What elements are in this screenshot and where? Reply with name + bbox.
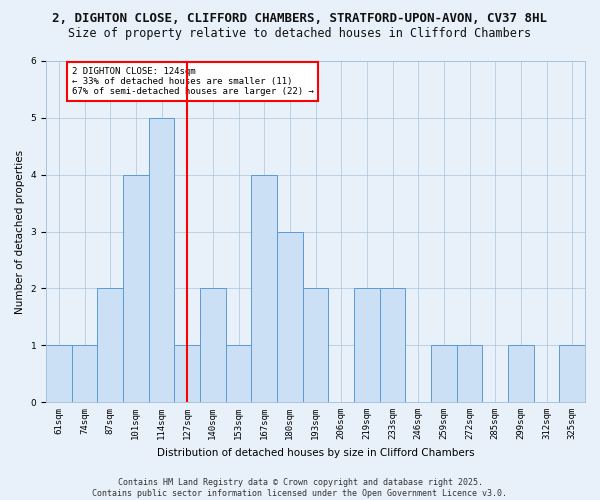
- Bar: [71, 345, 97, 402]
- Bar: [97, 288, 123, 402]
- Bar: [226, 345, 251, 402]
- Bar: [277, 232, 302, 402]
- Text: Size of property relative to detached houses in Clifford Chambers: Size of property relative to detached ho…: [68, 28, 532, 40]
- Text: 2, DIGHTON CLOSE, CLIFFORD CHAMBERS, STRATFORD-UPON-AVON, CV37 8HL: 2, DIGHTON CLOSE, CLIFFORD CHAMBERS, STR…: [53, 12, 548, 26]
- Bar: [354, 288, 380, 402]
- Bar: [123, 174, 149, 402]
- Bar: [251, 174, 277, 402]
- Bar: [508, 345, 533, 402]
- Bar: [380, 288, 406, 402]
- Bar: [175, 345, 200, 402]
- Text: 2 DIGHTON CLOSE: 124sqm
← 33% of detached houses are smaller (11)
67% of semi-de: 2 DIGHTON CLOSE: 124sqm ← 33% of detache…: [71, 66, 314, 96]
- Bar: [431, 345, 457, 402]
- Bar: [149, 118, 175, 402]
- Bar: [302, 288, 328, 402]
- Y-axis label: Number of detached properties: Number of detached properties: [15, 150, 25, 314]
- Bar: [559, 345, 585, 402]
- X-axis label: Distribution of detached houses by size in Clifford Chambers: Distribution of detached houses by size …: [157, 448, 475, 458]
- Bar: [46, 345, 71, 402]
- Text: Contains HM Land Registry data © Crown copyright and database right 2025.
Contai: Contains HM Land Registry data © Crown c…: [92, 478, 508, 498]
- Bar: [457, 345, 482, 402]
- Bar: [200, 288, 226, 402]
